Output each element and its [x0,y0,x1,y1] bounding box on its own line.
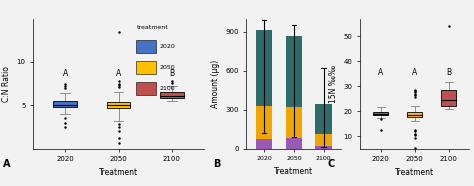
Text: A: A [116,69,121,78]
Bar [256,106,273,139]
Text: 2020: 2020 [159,44,175,49]
Bar [286,107,302,138]
Text: treatment: treatment [137,25,169,30]
Bar [256,30,273,106]
Text: 2050: 2050 [159,65,175,70]
Bar [373,113,388,116]
Legend: Total N, Total C, Remaining: Total N, Total C, Remaining [397,32,438,53]
Text: A: A [63,69,68,78]
Bar [107,102,130,108]
Y-axis label: Amount (µg): Amount (µg) [211,60,220,108]
Bar [53,102,77,107]
Bar [315,134,332,145]
Text: B: B [446,68,451,77]
X-axis label: Treatment: Treatment [99,168,138,177]
Bar [256,139,273,149]
Bar [315,104,332,134]
Bar [441,90,456,106]
Bar [286,138,302,149]
Y-axis label: C:N Ratio: C:N Ratio [2,66,11,102]
X-axis label: Treatment: Treatment [274,167,313,176]
Bar [136,82,156,95]
Text: 2100: 2100 [159,86,175,91]
Text: A: A [412,68,418,77]
Text: B: B [169,69,174,78]
Bar [407,113,422,117]
Bar [286,36,302,107]
Y-axis label: 15N ‰‰: 15N ‰‰ [329,65,338,103]
Text: C: C [328,159,335,169]
Bar [160,92,184,98]
X-axis label: Treatment: Treatment [395,168,434,177]
Bar [136,40,156,53]
Bar [136,61,156,74]
Text: A: A [378,68,383,77]
Text: B: B [213,159,221,169]
Bar [315,145,332,149]
Text: A: A [2,159,10,169]
